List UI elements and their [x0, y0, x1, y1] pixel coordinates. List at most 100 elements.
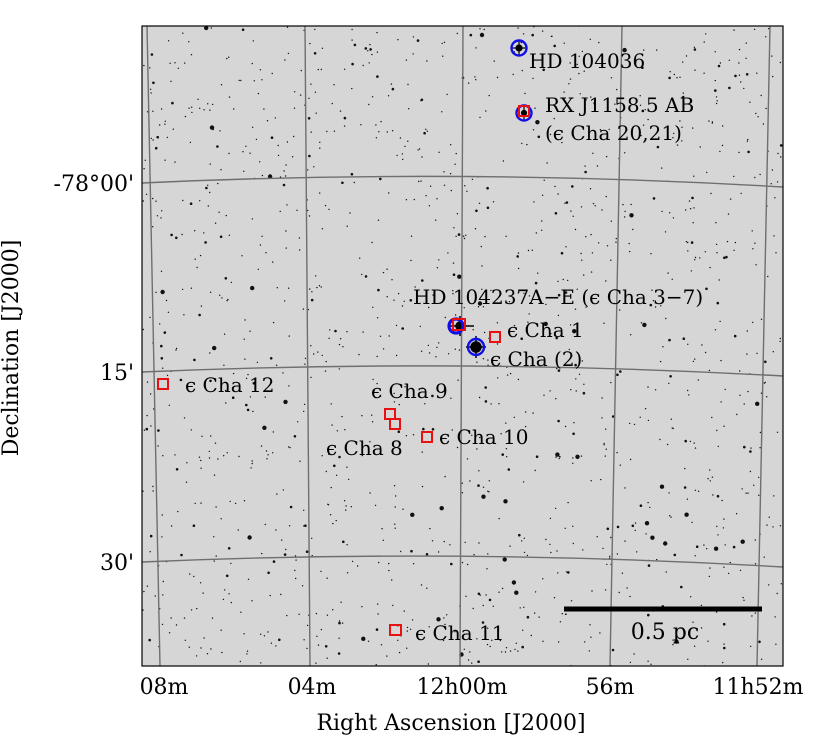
background-star — [335, 474, 338, 476]
background-star — [779, 340, 781, 343]
background-star — [509, 650, 512, 652]
background-star — [246, 650, 249, 652]
marker-hd104237-square[interactable] — [452, 318, 466, 331]
y-tick-label: 15' — [100, 361, 134, 386]
background-star — [160, 344, 163, 348]
background-star — [277, 154, 280, 157]
background-star — [210, 27, 212, 29]
background-star — [457, 233, 461, 236]
background-star — [550, 35, 553, 38]
background-star — [694, 259, 696, 261]
background-star — [716, 494, 720, 498]
background-star — [219, 235, 223, 239]
background-star — [728, 86, 731, 90]
background-star — [157, 445, 159, 447]
background-star — [380, 644, 383, 646]
background-star — [197, 98, 199, 101]
background-star — [555, 336, 558, 340]
background-star — [181, 233, 183, 236]
background-star — [271, 72, 273, 75]
background-star — [251, 600, 253, 602]
background-star — [166, 374, 169, 377]
background-star — [342, 540, 345, 544]
background-star — [162, 367, 164, 369]
background-star — [773, 235, 775, 237]
background-star — [184, 115, 187, 118]
background-star — [567, 279, 569, 282]
marker-eps-cha-2-circle[interactable] — [466, 337, 486, 357]
background-star — [334, 329, 337, 333]
background-star — [723, 643, 725, 645]
background-star — [580, 455, 583, 457]
background-star — [237, 529, 239, 531]
background-star — [553, 117, 555, 120]
background-star — [629, 458, 632, 461]
background-star — [267, 631, 269, 633]
label-eps-cha-2: ϵ Cha (2) — [490, 347, 582, 371]
background-star — [682, 337, 686, 341]
background-star — [680, 585, 683, 589]
background-star — [710, 192, 712, 195]
marker-rxj1158-square[interactable] — [518, 105, 530, 117]
marker-hd104036-circle[interactable] — [510, 39, 528, 57]
background-star — [441, 391, 444, 393]
background-star — [578, 373, 581, 375]
background-star — [489, 645, 491, 648]
x-tick-label: 56m — [586, 675, 635, 700]
background-star — [775, 643, 777, 645]
background-star — [311, 291, 313, 293]
background-star — [537, 272, 539, 274]
background-star — [503, 499, 508, 504]
marker-eps-cha-11-square[interactable] — [389, 624, 402, 636]
background-star — [167, 311, 170, 313]
background-star — [376, 51, 379, 53]
background-star — [685, 55, 688, 57]
background-star — [682, 92, 684, 94]
background-star — [779, 337, 781, 340]
marker-eps-cha-10-square[interactable] — [421, 431, 433, 443]
y-tick-labels: -78°00' 15' 30' — [54, 172, 134, 576]
marker-eps-cha-12-square[interactable] — [157, 378, 169, 390]
background-star — [184, 639, 186, 641]
marker-eps-cha-8-square[interactable] — [389, 418, 401, 430]
background-star — [656, 145, 660, 149]
background-star — [191, 111, 193, 114]
background-star — [609, 555, 611, 557]
background-star — [241, 255, 243, 257]
background-star — [386, 655, 388, 657]
background-star — [505, 647, 508, 649]
background-star — [417, 149, 419, 151]
background-star — [758, 476, 760, 479]
background-star — [170, 525, 173, 527]
background-star — [181, 288, 184, 291]
background-star — [150, 137, 152, 140]
background-star — [450, 144, 452, 146]
background-star — [619, 464, 621, 466]
background-star — [215, 506, 217, 508]
background-star — [161, 536, 163, 538]
background-star — [601, 417, 603, 419]
background-star — [161, 623, 164, 626]
background-star — [457, 379, 459, 381]
background-star — [343, 125, 346, 127]
marker-eps-cha-1-square[interactable] — [489, 331, 501, 343]
x-tick-label: 08m — [140, 675, 189, 700]
background-star — [400, 550, 402, 553]
background-star — [338, 343, 341, 346]
background-star — [344, 68, 346, 71]
background-star — [757, 116, 759, 118]
background-star — [647, 564, 651, 567]
background-star — [694, 555, 696, 557]
background-star — [175, 624, 178, 626]
background-star — [487, 490, 489, 492]
background-star — [142, 490, 144, 492]
background-star — [315, 612, 318, 615]
background-star — [214, 442, 217, 444]
background-star — [315, 112, 317, 114]
background-star — [204, 241, 207, 244]
background-star — [772, 526, 774, 528]
background-star — [408, 108, 410, 110]
background-star — [317, 351, 319, 353]
background-star — [382, 348, 385, 350]
background-star — [338, 621, 341, 625]
